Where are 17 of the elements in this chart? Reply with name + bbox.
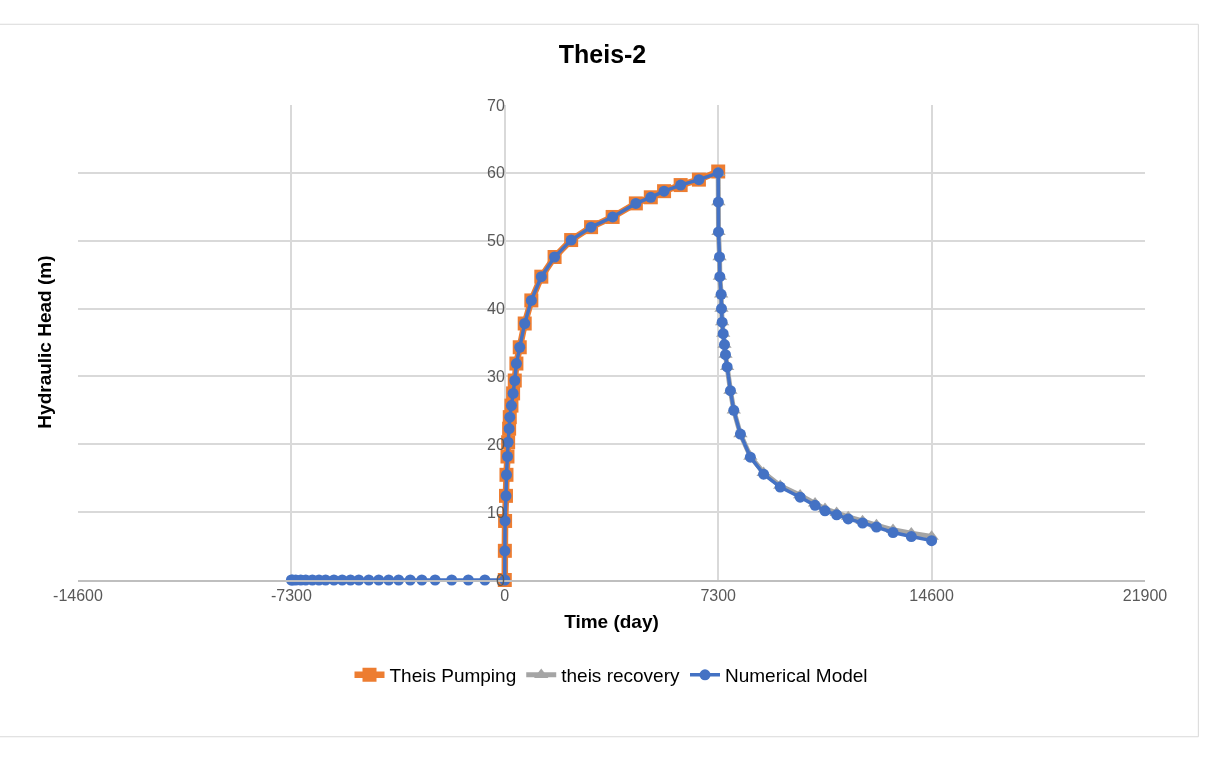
- y-tick-label: 50: [487, 232, 505, 250]
- y-tick-label: 40: [487, 300, 505, 318]
- x-tick-label: -14600: [53, 586, 104, 604]
- y-tick-label: 0: [495, 571, 505, 589]
- legend-label: Theis Pumping: [389, 665, 517, 687]
- x-tick-label: 21900: [1122, 586, 1168, 604]
- x-tick-label: 7300: [700, 586, 737, 604]
- x-tick-label: 14600: [909, 586, 954, 604]
- x-tick-label: -7300: [270, 586, 312, 604]
- y-tick-label: 70: [487, 96, 505, 114]
- chart-title: Theis-2: [558, 40, 647, 69]
- y-tick-label: 30: [487, 368, 505, 386]
- x-axis-title: Time (day): [564, 611, 659, 633]
- y-axis-title: Hydraulic Head (m): [33, 255, 55, 429]
- legend-label: theis recovery: [561, 665, 680, 687]
- legend-label: Numerical Model: [725, 665, 868, 687]
- y-tick-label: 60: [487, 164, 505, 182]
